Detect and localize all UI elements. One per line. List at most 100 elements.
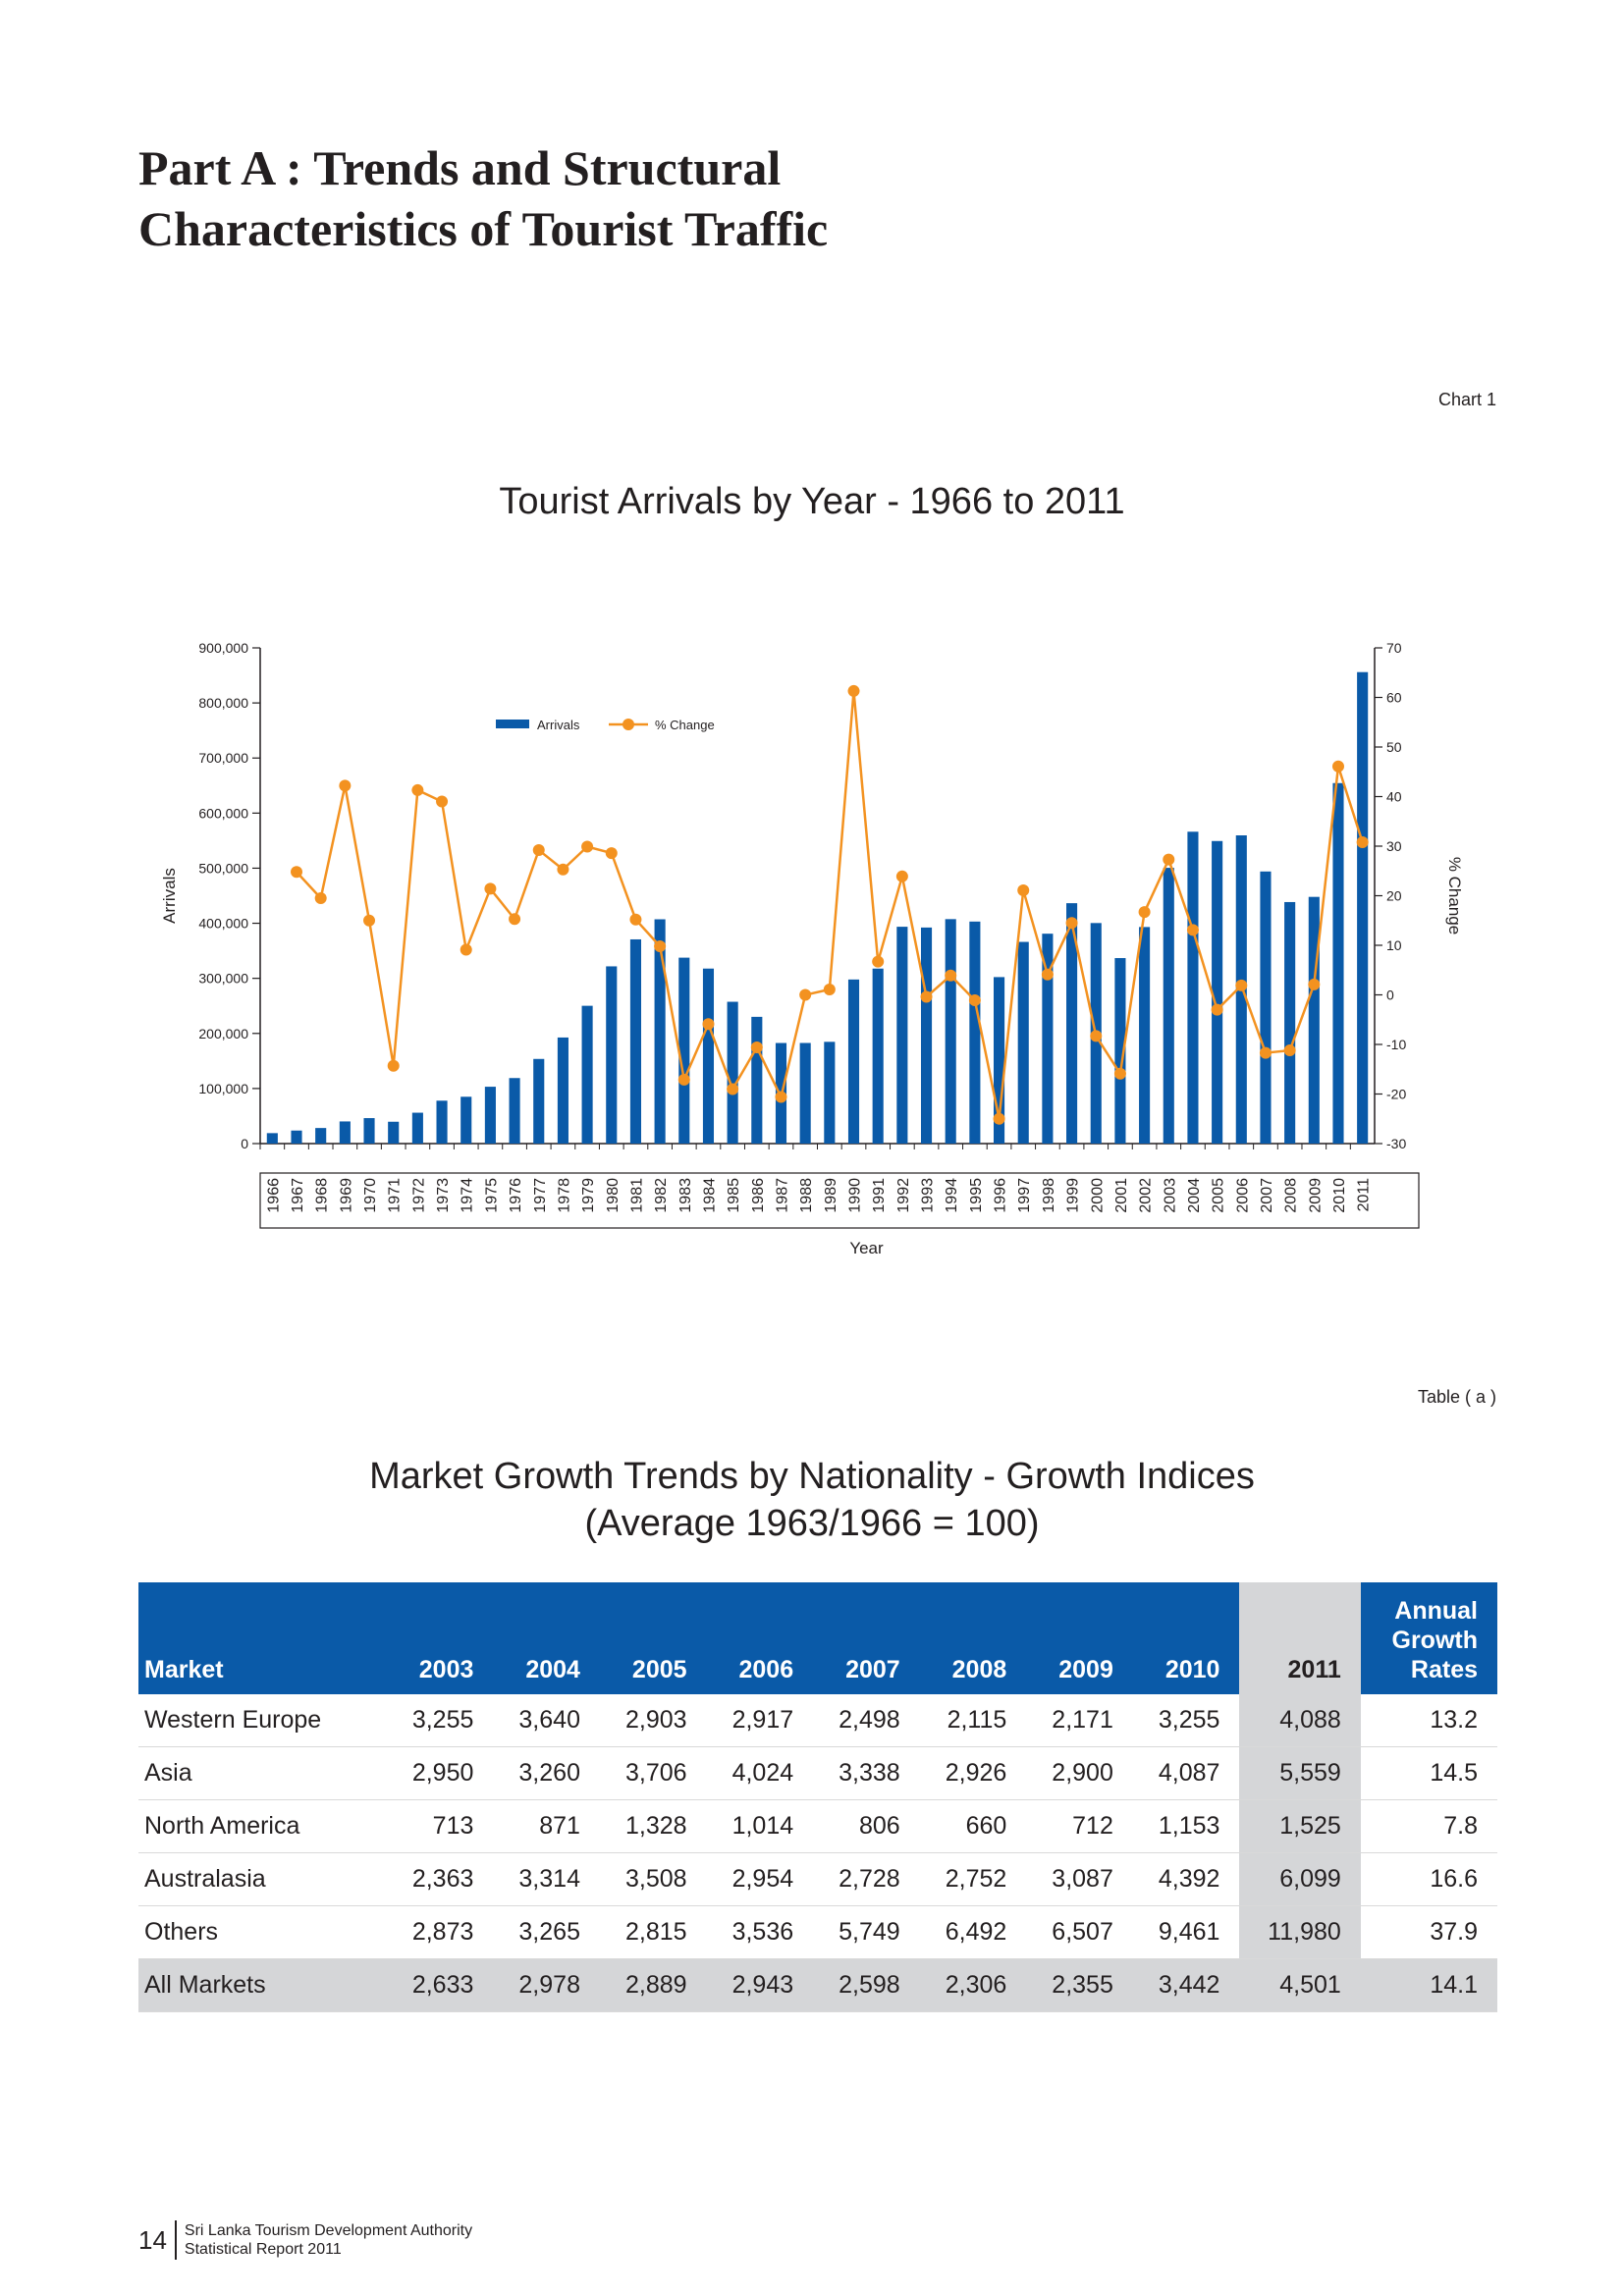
x-tick-label: 2004 (1186, 1178, 1203, 1213)
x-tick-label: 1979 (580, 1178, 597, 1213)
bar-arrivals (1163, 868, 1174, 1144)
table-cell: 3,087 (1026, 1852, 1133, 1906)
y2-tick-label: -20 (1386, 1087, 1406, 1102)
table-cell: 5,559 (1239, 1746, 1361, 1800)
table-cell: 16.6 (1360, 1852, 1497, 1906)
x-tick-label: 2011 (1356, 1178, 1373, 1212)
header-annual-line2: Growth (1391, 1627, 1479, 1654)
x-tick-label: 1968 (314, 1178, 331, 1213)
point-pct-change (945, 969, 957, 982)
point-pct-change (484, 882, 497, 895)
point-pct-change (605, 847, 618, 860)
x-tick-label: 2008 (1283, 1178, 1300, 1213)
y-axis-title: Arrivals (160, 868, 179, 924)
x-tick-label: 1970 (362, 1178, 379, 1213)
bar-arrivals (1114, 958, 1126, 1144)
y-tick-label: 300,000 (198, 971, 248, 987)
x-tick-label: 1978 (556, 1178, 572, 1213)
point-pct-change (1331, 760, 1344, 773)
table-cell: 871 (493, 1799, 600, 1853)
table-cell: 2,115 (919, 1694, 1027, 1747)
bar-arrivals (363, 1118, 375, 1144)
bar-arrivals (654, 919, 666, 1144)
table-row: Asia 2,950 3,260 3,706 4,024 3,338 2,926 2,900 4… (138, 1746, 1497, 1800)
point-pct-change (1138, 906, 1151, 919)
header-2005: 2005 (599, 1582, 707, 1694)
table-cell: 4,087 (1132, 1746, 1240, 1800)
x-tick-label: 1977 (532, 1178, 549, 1213)
point-pct-change (677, 1073, 690, 1086)
x-tick-label: 1982 (653, 1178, 670, 1213)
bar-arrivals (824, 1041, 836, 1144)
table-cell: 3,338 (813, 1746, 920, 1800)
x-axis-title: Year (849, 1239, 884, 1257)
x-tick-label: 1985 (726, 1178, 742, 1213)
point-pct-change (727, 1083, 739, 1095)
x-tick-label: 1997 (1016, 1178, 1033, 1213)
point-pct-change (1163, 853, 1175, 866)
arrivals-chart: 0 100,000 200,000 300,000 400,000 500,000 600,… (160, 640, 1464, 1257)
table-cell-market: Others (138, 1905, 387, 1959)
table-cell: 3,508 (599, 1852, 707, 1906)
table-cell: 14.5 (1360, 1746, 1497, 1800)
bar-arrivals (678, 957, 690, 1144)
bar-arrivals (266, 1133, 278, 1144)
table-cell: 3,640 (493, 1694, 600, 1747)
point-pct-change (363, 914, 376, 927)
legend-label-arrivals: Arrivals (537, 718, 580, 732)
legend-label-pct-change: % Change (655, 718, 715, 732)
bar-arrivals (629, 938, 641, 1144)
y2-tick-label: 60 (1386, 690, 1402, 706)
table-cell: 2,498 (813, 1694, 920, 1747)
table-cell: 2,815 (599, 1905, 707, 1959)
bar-arrivals (557, 1037, 568, 1144)
x-tick-label: 1990 (847, 1178, 864, 1213)
table-cell: 2,943 (706, 1958, 814, 2012)
x-tick-label: 1988 (798, 1178, 815, 1213)
x-tick-label: 1972 (410, 1178, 427, 1213)
point-pct-change (339, 779, 352, 792)
y2-tick-label: 10 (1386, 937, 1402, 953)
table-cell-market: All Markets (138, 1958, 387, 2012)
table-row: North America 713 871 1,328 1,014 806 660 712 1,… (138, 1799, 1497, 1853)
table-cell: 14.1 (1360, 1958, 1497, 2012)
point-pct-change (460, 943, 472, 956)
point-pct-change (895, 870, 908, 882)
table-cell: 2,903 (599, 1694, 707, 1747)
legend-swatch-pct-point (623, 719, 634, 730)
x-tick-label: 1969 (338, 1178, 354, 1213)
page-number: 14 (138, 2220, 177, 2260)
table-cell: 3,314 (493, 1852, 600, 1906)
point-pct-change (1259, 1046, 1272, 1059)
bar-arrivals (581, 1005, 593, 1144)
header-annual-line1: Annual (1394, 1597, 1478, 1625)
x-tick-label: 1987 (774, 1178, 790, 1213)
point-pct-change (1235, 979, 1248, 991)
y-tick-label: 500,000 (198, 860, 248, 876)
x-tick-label: 1973 (435, 1178, 452, 1213)
header-2009: 2009 (1026, 1582, 1133, 1694)
table-label: Table ( a ) (1417, 1387, 1496, 1407)
table-cell: 3,255 (386, 1694, 494, 1747)
x-tick-label: 2010 (1331, 1178, 1348, 1213)
x-tick-label: 1995 (968, 1178, 985, 1213)
bar-arrivals (1332, 782, 1344, 1144)
table-cell: 806 (813, 1799, 920, 1853)
point-pct-change (436, 795, 449, 808)
growth-indices-table: Market 2003 2004 2005 2006 2007 2008 200… (138, 1582, 1497, 2012)
x-tick-label: 2001 (1113, 1178, 1130, 1213)
x-tick-label: 1980 (605, 1178, 622, 1213)
point-pct-change (387, 1059, 400, 1072)
x-tick-label: 1981 (628, 1178, 645, 1213)
bar-arrivals (1042, 934, 1054, 1144)
point-pct-change (968, 994, 981, 1007)
x-tick-label: 1984 (701, 1178, 718, 1213)
bar-arrivals (702, 968, 715, 1144)
point-pct-change (920, 990, 933, 1003)
x-tick-label: 1998 (1041, 1178, 1057, 1213)
x-tick-label: 1993 (920, 1178, 937, 1213)
table-body: Western Europe 3,255 3,640 2,903 2,917 2,498 2… (138, 1694, 1497, 2012)
table-cell: 712 (1026, 1799, 1133, 1853)
point-pct-change (581, 840, 594, 853)
chart-title: Tourist Arrivals by Year - 1966 to 2011 (499, 481, 1125, 522)
